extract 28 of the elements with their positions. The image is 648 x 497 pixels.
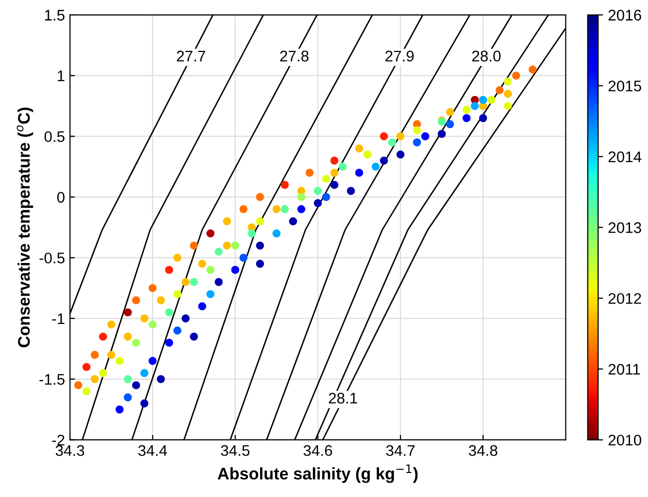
y-tick-label: -0.5 <box>39 252 64 264</box>
y-axis-title: Conservative temperature ($^{o}$C) <box>16 108 34 348</box>
y-tick-label: -1 <box>52 313 64 324</box>
y-tick-label: -1.5 <box>39 374 64 385</box>
series-label: 27.7 <box>176 50 206 62</box>
series-label: 27.9 <box>385 50 414 62</box>
x-tick-label: 34.6 <box>304 445 332 456</box>
x-tick-label: 34.7 <box>386 445 415 456</box>
series-label: 27.8 <box>280 50 309 62</box>
color-bar-label: 2013 <box>608 222 642 234</box>
series-label: 28.1 <box>328 392 358 404</box>
y-tick-label: -2 <box>52 434 64 446</box>
y-tick-label: 0.5 <box>44 131 64 142</box>
color-bar-label: 2014 <box>608 151 642 162</box>
x-tick-label: 34.3 <box>56 445 84 456</box>
color-bar-label: 2015 <box>608 80 642 92</box>
x-tick-label: 34.8 <box>468 445 498 456</box>
y-tick-label: 1 <box>58 70 64 82</box>
x-axis-title: Absolute salinity (g kg$^{−1}$) <box>218 464 418 483</box>
series-label: 28.0 <box>472 50 501 62</box>
color-bar-label: 2016 <box>608 10 642 21</box>
x-tick-label: 34.4 <box>138 445 168 456</box>
color-bar-label: 2011 <box>608 364 640 375</box>
color-bar-label: 2012 <box>608 293 642 304</box>
y-tick-label: 1.5 <box>45 10 64 21</box>
y-tick-label: 0 <box>57 192 65 203</box>
color-bar-label: 2010 <box>608 434 642 446</box>
x-tick-label: 34.5 <box>220 445 250 456</box>
